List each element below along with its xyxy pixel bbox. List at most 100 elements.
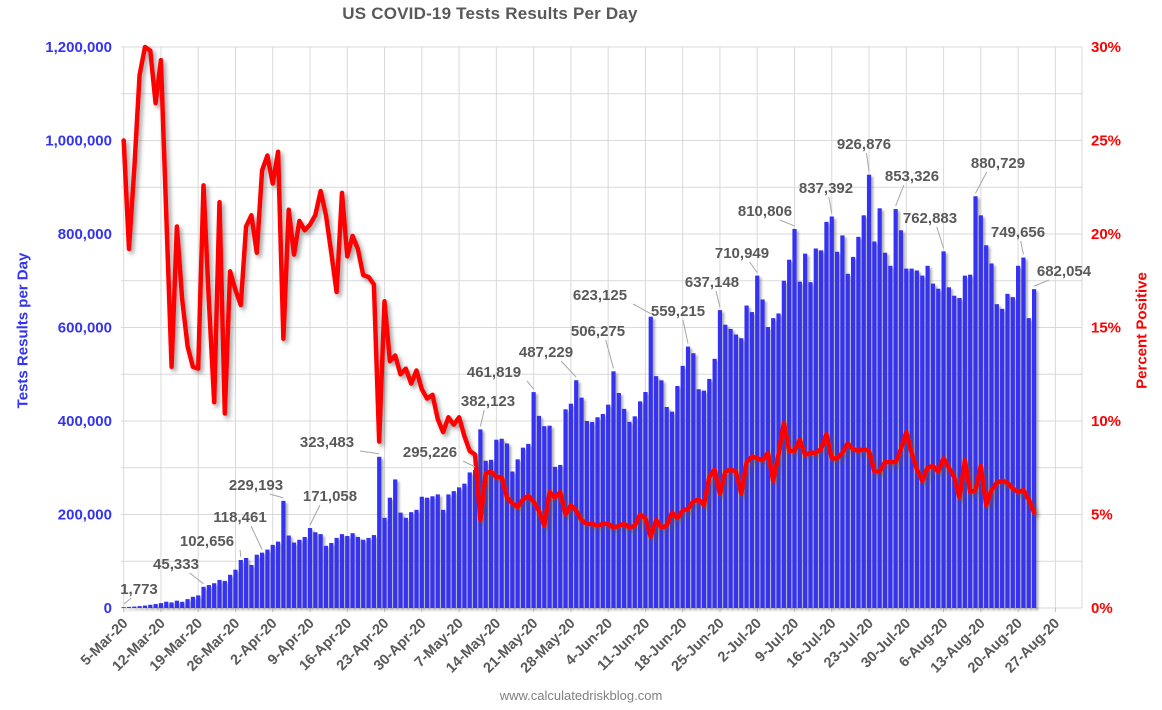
left-axis-label: 1,000,000: [45, 133, 112, 150]
bar: [611, 371, 616, 608]
bar: [606, 404, 611, 608]
annotation-label: 749,656: [991, 224, 1045, 241]
bar: [898, 230, 904, 608]
right-axis-label: 25%: [1091, 133, 1121, 150]
bar: [265, 549, 270, 608]
annotation-label: 506,275: [571, 323, 625, 340]
annotation-leader: [309, 504, 321, 526]
bar: [914, 270, 920, 608]
annotation-leader: [632, 303, 651, 315]
bar: [515, 459, 520, 608]
bar: [345, 536, 350, 608]
bar: [174, 600, 179, 608]
bar: [158, 603, 164, 608]
annotation-label: 171,058: [303, 488, 357, 505]
bar: [233, 569, 238, 608]
annotation-leader: [123, 597, 132, 605]
bar: [941, 251, 946, 608]
bar: [185, 599, 190, 608]
annotation-label: 229,193: [229, 477, 283, 494]
annotation-leader: [560, 360, 577, 378]
bar: [765, 327, 770, 608]
bar: [552, 466, 558, 608]
bar: [952, 295, 957, 608]
bar: [425, 497, 430, 608]
bar: [771, 318, 776, 608]
annotation-label: 382,123: [461, 393, 515, 410]
annotation-leader: [479, 409, 485, 427]
bar: [409, 512, 414, 608]
right-axis-label: 5%: [1091, 507, 1113, 524]
bar: [616, 392, 621, 608]
right-axis-label: 10%: [1091, 413, 1121, 430]
annotation-leader: [239, 549, 242, 558]
left-axis-label: 200,000: [58, 507, 112, 524]
bar: [627, 421, 632, 608]
bar: [254, 554, 259, 608]
bar: [984, 245, 989, 608]
bar: [307, 528, 313, 608]
annotation-label: 682,054: [1037, 263, 1092, 280]
bar: [946, 287, 951, 608]
bar: [840, 235, 845, 608]
bar: [723, 324, 728, 608]
bar: [132, 606, 137, 608]
bar: [355, 536, 361, 608]
bar: [909, 268, 914, 608]
bar: [792, 228, 797, 608]
annotation-label: 810,806: [738, 203, 792, 220]
bar: [222, 580, 227, 608]
annotation-leader: [360, 450, 380, 455]
annotation-label: 102,656: [180, 533, 234, 550]
bar: [291, 542, 297, 608]
bar: [659, 380, 664, 608]
bar: [302, 536, 307, 608]
bar: [318, 534, 323, 608]
bar: [526, 443, 531, 608]
bar: [483, 460, 488, 608]
bar: [398, 512, 403, 608]
bar: [1021, 257, 1026, 608]
annotation-label: 295,226: [403, 444, 457, 461]
bar: [238, 560, 243, 608]
bar: [244, 557, 249, 608]
annotation-leader: [462, 460, 476, 468]
annotation-leader: [682, 319, 689, 344]
bar: [361, 539, 366, 608]
bar: [371, 535, 376, 608]
bar: [164, 601, 169, 608]
bar: [329, 543, 334, 608]
annotation-leader: [936, 226, 945, 249]
bar: [600, 413, 605, 608]
bar: [121, 607, 126, 608]
bar: [217, 579, 222, 608]
bar: [196, 595, 201, 608]
bar: [584, 421, 589, 608]
bar: [488, 459, 494, 608]
bar: [685, 346, 691, 608]
bar: [707, 378, 712, 608]
bar: [387, 497, 392, 608]
bar: [744, 305, 749, 608]
bar: [574, 380, 579, 608]
bar: [590, 421, 595, 608]
bar: [441, 509, 446, 608]
bar: [749, 312, 755, 608]
right-axis-label: 0%: [1091, 600, 1113, 617]
annotation-label: 323,483: [300, 434, 354, 451]
bar: [760, 299, 765, 608]
bar: [781, 280, 786, 608]
annotation-leader: [895, 184, 905, 207]
bar: [994, 304, 999, 609]
bar: [648, 316, 653, 608]
bar: [126, 606, 132, 608]
annotation-label: 559,215: [651, 303, 705, 320]
bar: [414, 509, 419, 608]
bar: [691, 353, 696, 608]
bar: [286, 535, 291, 608]
bar: [419, 496, 424, 608]
bar: [366, 537, 371, 609]
bar: [925, 265, 930, 608]
